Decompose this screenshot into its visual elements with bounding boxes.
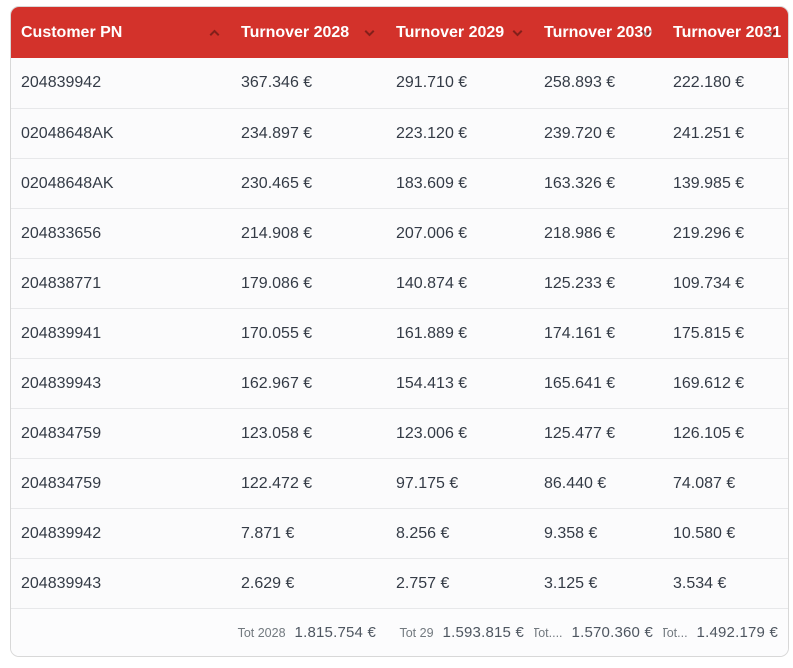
column-header-label: Customer PN	[21, 23, 123, 41]
cell-turnover-2030: 165.641 €	[544, 374, 616, 392]
cell-customer-pn: 204839942	[21, 74, 102, 91]
table-row: 204839943 162.967 € 154.413 € 165.641 € …	[11, 358, 788, 408]
table-row: 204839942 367.346 € 291.710 € 258.893 € …	[11, 58, 788, 108]
cell-turnover-2031: 139.985 €	[673, 174, 745, 192]
cell-turnover-2030: 9.358 €	[544, 524, 598, 542]
cell-customer-pn: 204834759	[21, 474, 102, 492]
column-header[interactable]: Turnover 2029	[386, 7, 534, 58]
table-row: 204839942 7.871 € 8.256 € 9.358 € 10.580…	[11, 508, 788, 558]
table-row: 204839943 2.629 € 2.757 € 3.125 € 3.534 …	[11, 558, 788, 608]
footer-total-value: 1.593.815 €	[442, 624, 524, 641]
footer-total-label: Tot....	[534, 625, 563, 640]
cell-customer-pn: 204838771	[21, 274, 102, 292]
cell-turnover-2029: 183.609 €	[396, 174, 468, 192]
table-header-row: Customer PN Turnover 2028 Turnover 2029 …	[11, 7, 788, 58]
sort-descending-icon	[364, 26, 375, 36]
table-footer-row: Tot 2028 1.815.754 € Tot 29 1.593.815 € …	[11, 608, 788, 656]
cell-customer-pn: 204839943	[21, 374, 102, 392]
column-header[interactable]: Turnover 2031	[663, 7, 788, 58]
table-row: 204834759 123.058 € 123.006 € 125.477 € …	[11, 408, 788, 458]
cell-turnover-2029: 161.889 €	[396, 324, 468, 342]
column-header-label: Turnover 2031	[673, 23, 782, 41]
cell-turnover-2030: 3.125 €	[544, 574, 598, 592]
cell-turnover-2028: 230.465 €	[241, 174, 313, 192]
cell-turnover-2028: 162.967 €	[241, 374, 313, 392]
sort-descending-icon	[512, 26, 523, 36]
cell-turnover-2029: 8.256 €	[396, 524, 450, 542]
cell-turnover-2031: 74.087 €	[673, 474, 736, 492]
cell-turnover-2029: 140.874 €	[396, 274, 468, 292]
cell-turnover-2029: 2.757 €	[396, 574, 450, 592]
cell-turnover-2031: 3.534 €	[673, 574, 727, 592]
cell-customer-pn: 204833656	[21, 224, 102, 242]
cell-turnover-2030: 218.986 €	[544, 224, 616, 242]
table-row: 204833656 214.908 € 207.006 € 218.986 € …	[11, 208, 788, 258]
footer-total-value: 1.492.179 €	[696, 624, 778, 641]
cell-turnover-2030: 163.326 €	[544, 174, 616, 192]
cell-turnover-2031: 222.180 €	[673, 74, 745, 91]
cell-customer-pn: 204834759	[21, 424, 102, 442]
cell-turnover-2030: 86.440 €	[544, 474, 607, 492]
column-header-label: Turnover 2029	[396, 23, 505, 41]
column-header[interactable]: Turnover 2028	[231, 7, 386, 58]
cell-customer-pn: 204839942	[21, 524, 102, 542]
cell-turnover-2030: 125.233 €	[544, 274, 616, 292]
column-header[interactable]: Turnover 2030	[534, 7, 663, 58]
footer-total: Tot 29 1.593.815 €	[386, 624, 534, 641]
cell-turnover-2031: 241.251 €	[673, 124, 745, 142]
cell-turnover-2028: 7.871 €	[241, 524, 295, 542]
cell-turnover-2028: 367.346 €	[241, 74, 313, 91]
cell-customer-pn: 02048648AK	[21, 124, 114, 142]
table-row: 204838771 179.086 € 140.874 € 125.233 € …	[11, 258, 788, 308]
cell-turnover-2031: 175.815 €	[673, 324, 745, 342]
cell-turnover-2029: 291.710 €	[396, 74, 468, 91]
footer-total-label: Tot...	[663, 625, 688, 640]
cell-turnover-2028: 170.055 €	[241, 324, 313, 342]
cell-customer-pn: 204839943	[21, 574, 102, 592]
cell-turnover-2029: 123.006 €	[396, 424, 468, 442]
cell-turnover-2028: 122.472 €	[241, 474, 313, 492]
cell-customer-pn: 204839941	[21, 324, 102, 342]
cell-turnover-2029: 154.413 €	[396, 374, 468, 392]
column-header-label: Turnover 2030	[544, 23, 653, 41]
table-row: 204834759 122.472 € 97.175 € 86.440 € 74…	[11, 458, 788, 508]
cell-turnover-2031: 109.734 €	[673, 274, 745, 292]
footer-total: Tot 2028 1.815.754 €	[231, 624, 386, 641]
table-row: 204839941 170.055 € 161.889 € 174.161 € …	[11, 308, 788, 358]
footer-total-label: Tot 2028	[237, 625, 286, 640]
column-header[interactable]: Customer PN	[11, 7, 231, 58]
table-row: 02048648AK 230.465 € 183.609 € 163.326 €…	[11, 158, 788, 208]
cell-turnover-2030: 125.477 €	[544, 424, 616, 442]
cell-turnover-2031: 126.105 €	[673, 424, 745, 442]
cell-turnover-2031: 10.580 €	[673, 524, 736, 542]
cell-turnover-2031: 169.612 €	[673, 374, 745, 392]
footer-total: Tot.... 1.570.360 €	[534, 624, 663, 641]
turnover-table: Customer PN Turnover 2028 Turnover 2029 …	[10, 6, 789, 657]
cell-turnover-2028: 179.086 €	[241, 274, 313, 292]
footer-total-value: 1.815.754 €	[294, 624, 376, 641]
footer-total: Tot... 1.492.179 €	[663, 624, 788, 641]
cell-turnover-2031: 219.296 €	[673, 224, 745, 242]
cell-turnover-2030: 174.161 €	[544, 324, 616, 342]
cell-turnover-2028: 234.897 €	[241, 124, 313, 142]
column-header-label: Turnover 2028	[241, 23, 350, 41]
table-body: 204839942 367.346 € 291.710 € 258.893 € …	[11, 58, 788, 608]
cell-turnover-2029: 223.120 €	[396, 124, 468, 142]
cell-turnover-2029: 207.006 €	[396, 224, 468, 242]
footer-total-label: Tot 29	[399, 625, 434, 640]
cell-turnover-2028: 214.908 €	[241, 224, 313, 242]
cell-customer-pn: 02048648AK	[21, 174, 114, 192]
footer-total-value: 1.570.360 €	[571, 624, 653, 641]
table-row: 02048648AK 234.897 € 223.120 € 239.720 €…	[11, 108, 788, 158]
cell-turnover-2030: 239.720 €	[544, 124, 616, 142]
cell-turnover-2028: 2.629 €	[241, 574, 295, 592]
sort-ascending-icon	[209, 29, 220, 39]
cell-turnover-2030: 258.893 €	[544, 74, 616, 91]
cell-turnover-2029: 97.175 €	[396, 474, 459, 492]
cell-turnover-2028: 123.058 €	[241, 424, 313, 442]
